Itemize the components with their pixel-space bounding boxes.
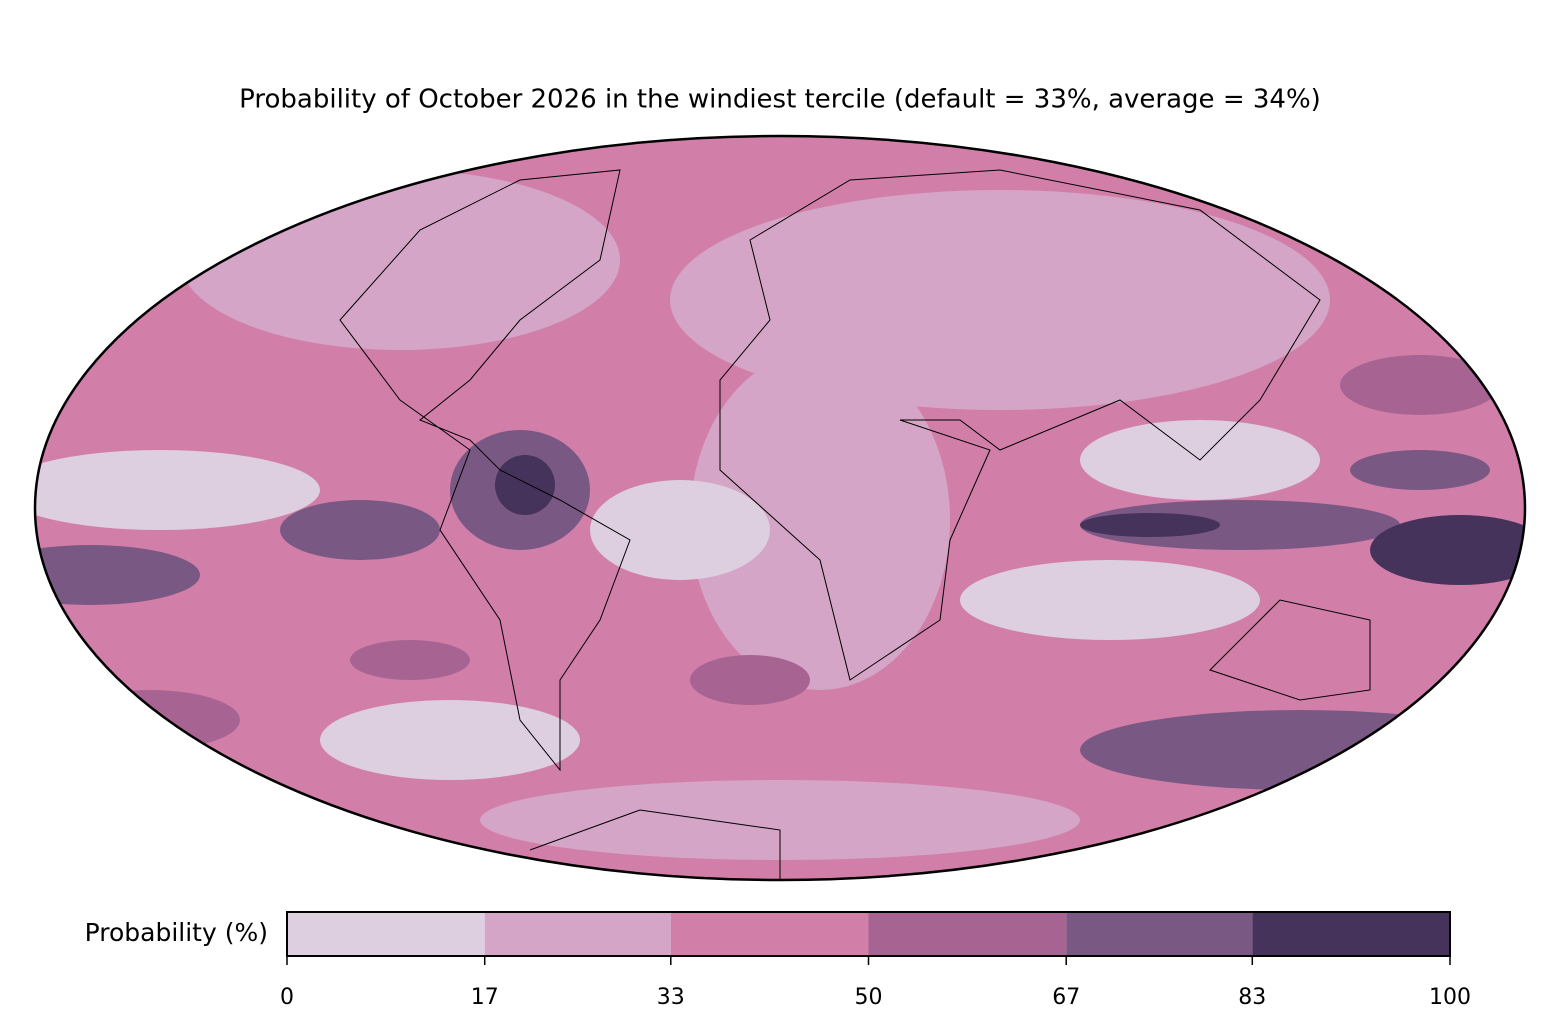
field-region (960, 560, 1260, 640)
tick-label: 67 (1052, 985, 1080, 1010)
field-region (690, 350, 950, 690)
field-region (1080, 710, 1520, 790)
colorbar-segment (1066, 912, 1253, 956)
map-border (33, 134, 1527, 882)
field-region (1080, 500, 1400, 550)
tick-label: 33 (657, 985, 685, 1010)
field-region (1350, 450, 1490, 490)
field-region (1370, 515, 1525, 585)
field-region (280, 500, 440, 560)
field-region (690, 655, 810, 705)
tick-label: 50 (855, 985, 883, 1010)
field-region (480, 780, 1080, 860)
colorbar-segment (868, 912, 1067, 956)
tick-label: 17 (471, 985, 499, 1010)
field-region (35, 545, 200, 605)
colorbar-segment (287, 912, 485, 956)
field-region (320, 700, 580, 780)
tick-label: 100 (1429, 985, 1471, 1010)
field-region (495, 455, 555, 515)
chart-title: Probability of October 2026 in the windi… (239, 85, 1321, 115)
map-field (35, 136, 1525, 880)
tick-label: 83 (1238, 985, 1266, 1010)
colorbar-segment (670, 912, 869, 956)
colorbar-segment (1252, 912, 1450, 956)
colorbar-segment (484, 912, 671, 956)
field-region (1080, 513, 1220, 537)
coastlines (339, 169, 1371, 880)
field-region (60, 690, 240, 750)
field-region (350, 640, 470, 680)
tick-label: 0 (280, 985, 294, 1010)
field-region (1340, 355, 1500, 415)
field-region (180, 170, 620, 350)
field-region (590, 480, 770, 580)
colorbar-label: Probability (%) (85, 918, 268, 947)
field-region (35, 450, 320, 530)
colorbar: 0 17 33 50 67 83 100 (280, 911, 1471, 1010)
